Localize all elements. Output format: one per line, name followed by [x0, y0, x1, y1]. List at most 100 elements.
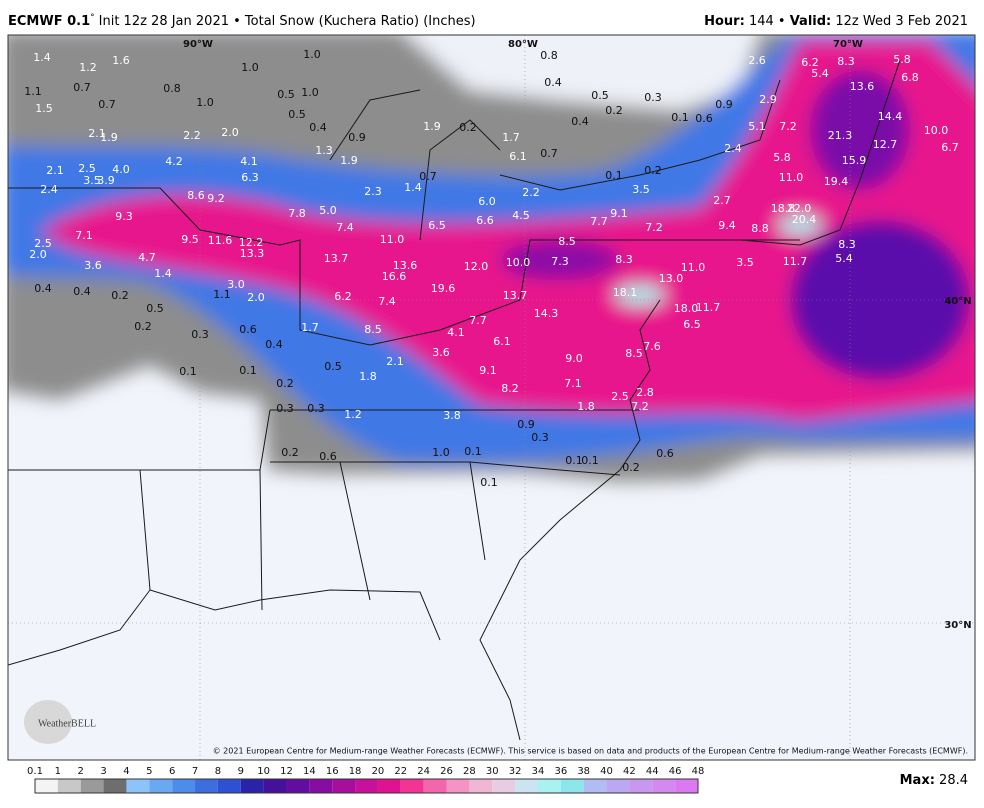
snow-label: 6.8	[901, 71, 919, 84]
colorbar-swatch	[675, 779, 698, 793]
colorbar-swatch	[263, 779, 287, 793]
colorbar-tick-label: 30	[486, 766, 499, 777]
snow-label: 15.9	[842, 154, 867, 167]
snow-label: 3.5	[736, 256, 754, 269]
snow-labels: 1.41.21.6 1.0 0.80.42.6 6.2 8.35.45.86.81.1 0…	[24, 48, 959, 489]
snow-label: 7.4	[336, 221, 354, 234]
colorbar-tick-label: 36	[554, 766, 567, 777]
snow-label: 0.5	[146, 302, 164, 315]
snow-label: 4.7	[138, 251, 156, 264]
snow-label: 3.6	[432, 346, 450, 359]
logo-globe	[24, 700, 72, 744]
snow-label: 0.6	[695, 112, 713, 125]
snow-label: 6.6	[476, 214, 494, 227]
snow-label: 12.2	[239, 236, 264, 249]
snow-label: 0.1	[480, 476, 498, 489]
snow-label: 0.1	[671, 111, 689, 124]
snow-label: 9.5	[181, 233, 199, 246]
snow-label: 0.4	[544, 76, 562, 89]
snow-label: 8.5	[625, 347, 643, 360]
boundaries	[8, 59, 901, 741]
snow-label: 0.3	[531, 431, 549, 444]
credit: © 2021 European Centre for Medium-range …	[213, 747, 968, 756]
colorbar-swatch	[446, 779, 470, 793]
snow-label: 1.0	[303, 48, 321, 61]
colorbar-tick-label: 40	[600, 766, 613, 777]
snow-label: 21.3	[828, 129, 853, 142]
snow-label: 8.5	[558, 235, 576, 248]
snow-label: 0.6	[239, 323, 257, 336]
snow-label: 1.1	[24, 85, 42, 98]
snow-label: 4.1	[447, 326, 465, 339]
snow-label: 9.3	[115, 210, 133, 223]
colorbar-tick-label: 48	[692, 766, 705, 777]
snow-label: 0.7	[540, 147, 558, 160]
snow-label: 2.3	[364, 185, 382, 198]
snow-label: 20.4	[792, 213, 817, 226]
snow-label: 7.2	[631, 400, 649, 413]
colorbar-tick-label: 38	[577, 766, 590, 777]
snow-label: 5.8	[773, 151, 791, 164]
colorbar-tick-label: 2	[78, 766, 84, 777]
graticule-labels: 90°W 80°W 70°W 40°N 30°N	[183, 39, 972, 631]
snow-label: 0.9	[348, 131, 366, 144]
graticule-label: 90°W	[183, 39, 213, 50]
snow-label: 3.0	[227, 278, 245, 291]
colorbar-swatch	[332, 779, 356, 793]
model: ECMWF 0.1	[8, 14, 90, 29]
colorbar-swatch	[606, 779, 630, 793]
snow-label: 13.0	[659, 272, 684, 285]
snow-label: 3.5	[632, 183, 650, 196]
snow-label: 0.4	[34, 282, 52, 295]
snow-label: 2.7	[713, 194, 731, 207]
snow-label: 14.3	[534, 307, 559, 320]
colorbar-swatch	[172, 779, 196, 793]
snow-label: 2.6	[748, 54, 766, 67]
snow-label: 2.8	[636, 386, 654, 399]
snow-label: 2.0	[247, 291, 265, 304]
snow-label: 0.9	[517, 418, 535, 431]
snow-label: 7.2	[779, 120, 797, 133]
snow-label: 5.0	[319, 204, 337, 217]
snow-label: 6.1	[509, 150, 527, 163]
colorbar-swatch	[652, 779, 676, 793]
colorbar-tick-label: 9	[238, 766, 244, 777]
colorbar-swatch	[309, 779, 333, 793]
snow-label: 2.2	[522, 186, 540, 199]
hour: 144 •	[749, 14, 786, 29]
snow-label: 1.3	[315, 144, 333, 157]
colorbar-swatch	[286, 779, 310, 793]
snow-label: 0.3	[276, 402, 294, 415]
colorbar-swatch	[35, 779, 58, 793]
colorbar-swatch	[377, 779, 401, 793]
snow-label: 2.2	[183, 129, 201, 142]
snow-label: 2.5	[34, 237, 52, 250]
snow-label: 6.2	[334, 290, 352, 303]
snow-label: 1.0	[196, 96, 214, 109]
snow-label: 0.2	[605, 104, 623, 117]
snow-label: 1.0	[241, 61, 259, 74]
graticule-label: 30°N	[944, 620, 971, 631]
snow-label: 19.4	[824, 175, 849, 188]
snow-label: 0.4	[73, 285, 91, 298]
snow-label: 0.3	[644, 91, 662, 104]
snow-label: 2.1	[386, 355, 404, 368]
snow-label: 7.1	[564, 377, 582, 390]
snow-label: 6.2	[801, 56, 819, 69]
colorbar-swatch	[149, 779, 173, 793]
snow-label: 6.5	[683, 318, 701, 331]
snow-label: 6.1	[493, 335, 511, 348]
colorbar-swatch	[583, 779, 607, 793]
snow-label: 11.6	[208, 234, 233, 247]
snow-label: 1.9	[100, 131, 118, 144]
valid-label: Valid:	[790, 14, 832, 29]
snow-label: 1.6	[112, 54, 130, 67]
colorbar-tick-label: 34	[532, 766, 545, 777]
snow-label: 0.6	[319, 450, 337, 463]
snow-label: 9.1	[610, 207, 628, 220]
snow-label: 13.6	[393, 259, 418, 272]
colorbar-tick-label: 22	[394, 766, 407, 777]
colorbar-tick-label: 44	[646, 766, 659, 777]
colorbar-tick-label: 5	[146, 766, 152, 777]
